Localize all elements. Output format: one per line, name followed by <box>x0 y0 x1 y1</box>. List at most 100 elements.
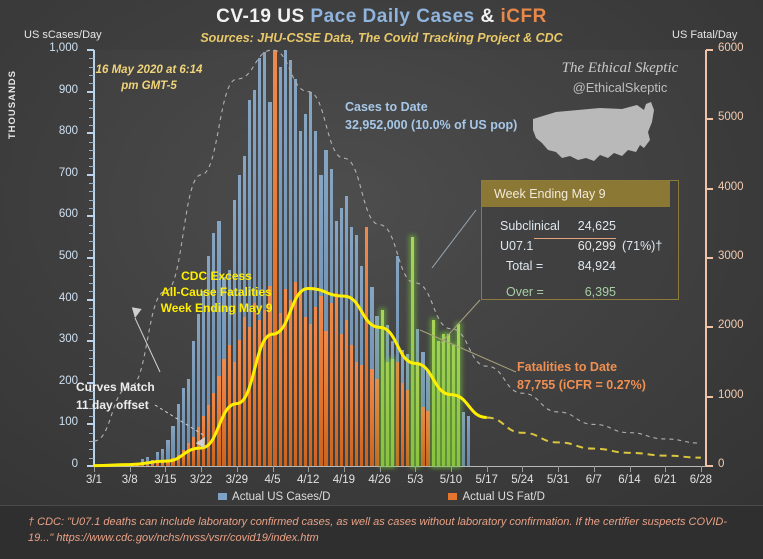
infobox-header: Week Ending May 9 <box>482 181 670 207</box>
left-axis-minor-tick <box>89 208 94 210</box>
cases-bar <box>258 58 262 466</box>
fatalities-bar <box>171 458 175 466</box>
title-part: CV-19 <box>216 6 278 27</box>
cases-bar <box>324 149 328 466</box>
left-axis-minor-tick <box>89 241 94 243</box>
infobox-row-value: 6,395 <box>584 285 616 299</box>
infobox-row-label: Total = <box>506 259 544 273</box>
left-axis-tick <box>87 215 94 218</box>
fatalities-note-leader <box>419 329 517 373</box>
left-axis-label: 300 <box>58 333 78 346</box>
fatalities-bar <box>145 464 150 466</box>
left-axis-minor-tick <box>89 357 94 359</box>
curves-match-line-1: Curves Match <box>76 380 155 394</box>
cases-bar <box>395 255 400 466</box>
infobox-underline <box>534 238 616 239</box>
left-axis-minor-tick <box>89 399 94 401</box>
title-part: iCFR <box>500 6 547 27</box>
cases-bar <box>288 60 292 466</box>
infobox-row-label: U07.1 <box>500 239 534 253</box>
fatalities-bar <box>349 344 354 466</box>
fatalities-bar <box>309 323 313 466</box>
left-axis-label: 100 <box>58 416 78 429</box>
cases-bar <box>253 89 257 466</box>
left-axis-tick <box>87 465 94 467</box>
cases-bar <box>207 255 211 466</box>
left-axis-minor-tick <box>89 316 94 318</box>
left-axis-minor-tick <box>89 74 94 76</box>
infobox-row-label: Over = <box>506 285 544 299</box>
fatalities-bar <box>191 436 196 466</box>
right-axis-label: 6000 <box>718 42 744 54</box>
left-axis-tick <box>87 257 94 259</box>
curves-match-annotation: Curves Match 11 day offset <box>76 378 155 414</box>
cases-bar <box>176 403 180 466</box>
plot-area <box>94 50 706 466</box>
left-axis-minor-tick <box>89 66 94 68</box>
x-axis-label: 6/7 <box>585 474 602 486</box>
cases-bar <box>186 378 190 466</box>
left-axis-minor-tick <box>89 374 94 376</box>
left-axis-minor-tick <box>89 191 94 193</box>
legend-label: Actual US Cases/D <box>232 491 331 503</box>
right-axis-tick <box>706 395 713 398</box>
title-part: Pace Daily Cases <box>310 6 481 27</box>
legend-swatch-fatalities <box>448 492 458 500</box>
left-axis-minor-tick <box>89 158 94 160</box>
x-axis-label: 5/17 <box>475 474 498 486</box>
right-axis-tick <box>706 465 713 467</box>
excess-highlight-bar <box>441 334 445 466</box>
cases-bar <box>263 52 267 466</box>
left-axis-minor-tick <box>89 366 94 368</box>
fatalities-to-date-value: 87,755 (iCFR = 0.27%) <box>517 378 646 392</box>
chart-subtitle: Sources: JHU-CSSE Data, The Covid Tracki… <box>200 31 563 45</box>
right-axis-label: 5000 <box>718 111 744 124</box>
brand-name: The Ethical Skeptic <box>561 60 679 76</box>
left-axis-label: 700 <box>58 166 78 179</box>
x-axis-label: 4/5 <box>264 474 281 486</box>
fatalities-bar <box>421 407 425 466</box>
footnote-text: † CDC: "U07.1 deaths can include laborat… <box>28 516 728 544</box>
fatalities-bar <box>334 292 338 466</box>
cdc-excess-annotation: CDC Excess All-Cause Fatalities Week Endin… <box>154 268 279 316</box>
cdc-excess-line-1: CDC Excess <box>181 269 252 283</box>
fatalities-projection-curve <box>486 416 701 459</box>
legend-swatch-cases <box>218 492 228 500</box>
left-axis-tick <box>87 49 94 51</box>
fatalities-to-date-annotation: Fatalities to Date 87,755 (iCFR = 0.27%) <box>517 358 646 394</box>
left-axis-minor-tick <box>89 307 94 309</box>
cases-bar <box>156 451 160 466</box>
right-axis-tick <box>706 49 713 51</box>
x-axis-tick <box>165 466 167 472</box>
right-axis-label: 0 <box>718 458 725 470</box>
fatalities-fit-curve <box>93 287 487 468</box>
x-axis-label: 6/28 <box>689 474 713 486</box>
fatalities-bar <box>253 303 257 466</box>
left-axis-minor-tick <box>89 58 94 60</box>
left-axis-label: 400 <box>58 291 78 304</box>
infobox-leader-2 <box>431 209 477 269</box>
x-axis-tick <box>236 466 238 472</box>
x-axis-label: 3/22 <box>189 474 213 486</box>
left-axis-minor-tick <box>89 124 94 126</box>
fatalities-bar <box>426 410 430 466</box>
left-axis-label: 200 <box>58 374 78 387</box>
week-ending-infobox: Week Ending May 9 Subclinical 24,625 U07.1… <box>481 180 679 300</box>
x-axis-tick <box>379 466 381 472</box>
x-axis-tick <box>343 466 345 472</box>
fatalities-bar <box>339 334 343 466</box>
left-axis-minor-tick <box>89 99 94 101</box>
left-axis-minor-tick <box>89 332 94 334</box>
excess-highlight-bar <box>390 358 394 466</box>
fatalities-bar <box>207 405 211 466</box>
fatalities-bar <box>355 362 359 466</box>
cases-bar <box>355 235 359 466</box>
fatalities-bar <box>247 327 252 466</box>
cases-to-date-label: Cases to Date <box>345 100 428 114</box>
cases-bar <box>314 131 318 466</box>
left-axis-minor-tick <box>89 349 94 351</box>
left-axis-minor-tick <box>89 449 94 451</box>
cases-bar <box>166 440 170 466</box>
fatalities-bar <box>365 226 369 466</box>
